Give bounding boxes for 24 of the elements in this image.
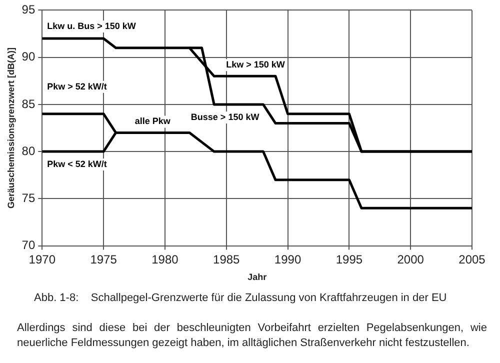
text: Allerdings sind diese bei der beschleunigten Vorbeifahrt erzielten Pegelabsenkungen, wie neuerliche Feldmessungen gezeigt haben, im alltäglichen Straßenverkehr nicht festzustellen. [17, 321, 487, 351]
series-label: Pkw < 52 kW/t [47, 159, 107, 170]
series-label: Busse > 150 kW [190, 112, 260, 122]
x-tick-label: 1990 [274, 252, 302, 266]
x-tick-label: 1985 [213, 252, 240, 266]
y-tick-label: 70 [22, 238, 36, 252]
x-tick-label: 2000 [397, 252, 424, 266]
y-tick-label: 80 [22, 144, 36, 158]
y-tick-label: 85 [22, 96, 36, 111]
annotation: alle Pkw [134, 116, 172, 126]
y-axis-title: Geräuschemissionsgrenzwert [dB(A)] [6, 47, 16, 209]
y-tick-label: 95 [22, 2, 36, 17]
series-label: Lkw > 150 kW [226, 60, 286, 70]
y-tick-label: 90 [22, 50, 36, 64]
annotation: Lkw u. Bus > 150 kW [47, 20, 136, 31]
x-tick-label: 1980 [152, 252, 179, 266]
x-tick-label: 1975 [90, 252, 118, 266]
x-tick-label: 1995 [336, 252, 363, 266]
x-tick-label: 1970 [28, 252, 56, 266]
y-tick-label: 75 [22, 190, 36, 205]
caption: Abb. 1-8: Schallpegel-Grenzwerte für die Zulassung von Kraftfahrzeugen in der EU [34, 292, 447, 304]
x-axis-title: Jahr [248, 272, 268, 282]
x-tick-label: 2005 [458, 252, 486, 266]
text: Pkw > 52 kW/t [47, 81, 107, 92]
